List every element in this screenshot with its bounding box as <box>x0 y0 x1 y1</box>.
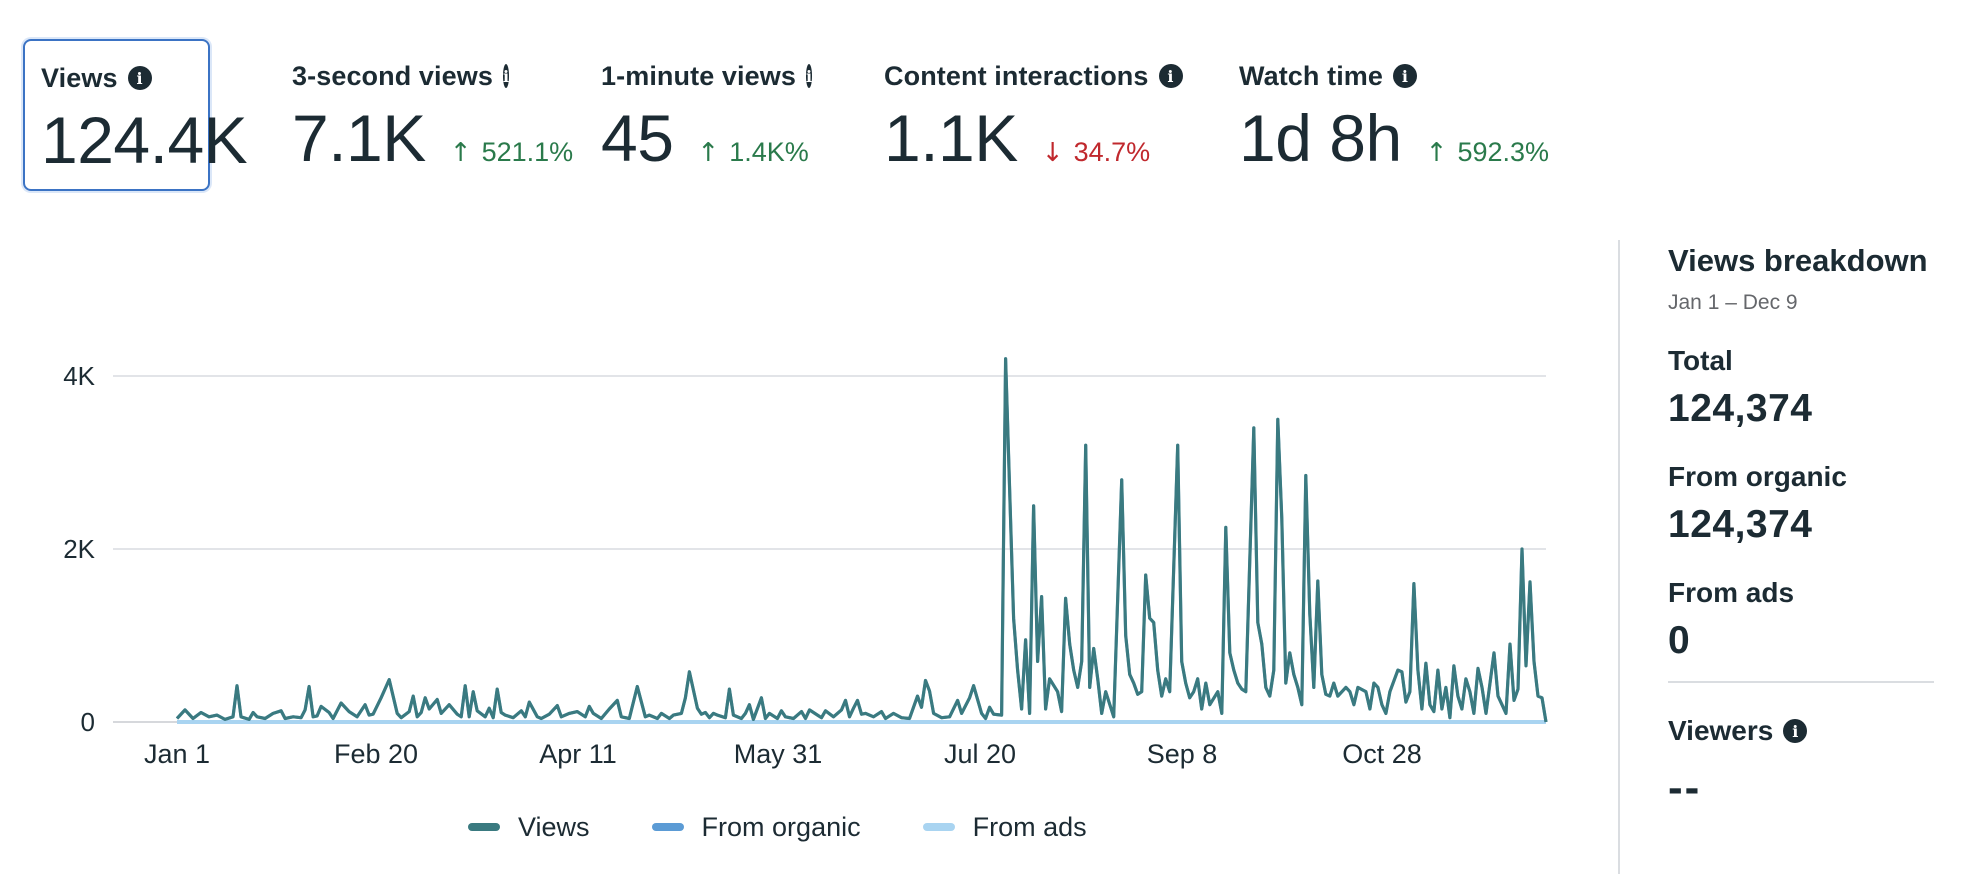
x-tick-label: May 31 <box>734 739 823 769</box>
panel-title: Views breakdown <box>1668 243 1928 278</box>
info-icon[interactable]: i <box>1783 719 1808 743</box>
x-tick-label: Apr 11 <box>539 739 617 769</box>
legend-item-views[interactable]: Views <box>468 812 590 843</box>
delta-value: 521.1% <box>481 137 574 167</box>
legend-label: From organic <box>701 811 861 842</box>
x-tick-label: Feb 20 <box>334 739 418 769</box>
y-tick-label: 4K <box>63 361 95 391</box>
stat-ads: From ads 0 <box>1668 577 1938 663</box>
metric-title-text: 3-second views <box>292 60 493 91</box>
stat-total: Total 124,374 <box>1668 345 1938 431</box>
legend-label: From ads <box>972 811 1087 842</box>
x-tick-label: Oct 28 <box>1342 739 1422 769</box>
y-tick-label: 0 <box>81 707 95 737</box>
y-tick-label: 2K <box>63 534 95 564</box>
stat-label: From ads <box>1668 577 1795 608</box>
stat-label: Total <box>1668 345 1733 376</box>
delta-value: 1.4K% <box>729 137 809 167</box>
metric-card-content-interactions[interactable]: Content interactions i 1.1K ↓ 34.7% <box>868 39 1188 191</box>
views-chart: 0 2K 4K Jan 1 Feb 20 Apr 11 May 31 Jul 20 Sep 8… <box>0 235 1580 878</box>
arrow-down-icon: ↓ <box>1041 138 1064 168</box>
views-breakdown-panel: Views breakdown Jan 1 – Dec 9 Total 124,… <box>1668 240 1938 813</box>
x-axis-ticks: Jan 1 Feb 20 Apr 11 May 31 Jul 20 Sep 8 Oct 28 <box>144 739 1422 769</box>
legend-item-ads[interactable]: From ads <box>922 811 1087 843</box>
stat-value: 0 <box>1668 619 1691 662</box>
y-axis-ticks: 0 2K 4K <box>63 361 95 737</box>
x-tick-label: Sep 8 <box>1147 739 1218 769</box>
viewers-value: -- <box>1668 763 1702 812</box>
metric-title-text: Watch time <box>1239 60 1384 91</box>
metric-value: 124.4K <box>41 103 248 177</box>
metric-title-text: 1-minute views <box>601 60 796 91</box>
panel-divider <box>1618 240 1620 874</box>
stat-value: 124,374 <box>1668 503 1813 546</box>
arrow-up-icon: ↑ <box>697 138 720 168</box>
metric-value: 1d 8h <box>1239 101 1402 175</box>
viewers-label: Viewers <box>1668 715 1774 746</box>
x-tick-label: Jan 1 <box>144 739 210 769</box>
delta-badge: ↑ 592.3% <box>1426 137 1549 168</box>
line-chart[interactable]: 0 2K 4K Jan 1 Feb 20 Apr 11 May 31 Jul 20 Sep 8… <box>0 235 1580 795</box>
metric-value: 1.1K <box>884 101 1018 175</box>
metric-title: Views i <box>41 61 208 95</box>
chart-legend: Views From organic From ads <box>468 807 1149 847</box>
info-icon[interactable]: i <box>503 64 510 88</box>
info-icon[interactable]: i <box>1158 64 1183 88</box>
metric-value: 7.1K <box>292 101 426 175</box>
arrow-up-icon: ↑ <box>1425 138 1448 168</box>
legend-label: Views <box>518 811 590 842</box>
legend-swatch-views <box>468 823 500 831</box>
stat-organic: From organic 124,374 <box>1668 461 1938 547</box>
info-icon[interactable]: i <box>127 66 152 90</box>
panel-date-range: Jan 1 – Dec 9 <box>1668 291 1798 314</box>
series-line-views <box>175 357 1548 723</box>
metric-card-watch-time[interactable]: Watch time i 1d 8h ↑ 592.3% <box>1223 39 1563 191</box>
series-lines <box>175 357 1548 724</box>
metric-title-text: Content interactions <box>884 60 1149 91</box>
metric-title-text: Views <box>41 62 118 93</box>
delta-value: 592.3% <box>1457 137 1550 167</box>
info-icon[interactable]: i <box>1393 64 1418 88</box>
series-line-from-organic <box>175 357 1548 723</box>
stat-label: From organic <box>1668 461 1847 492</box>
legend-swatch-organic <box>651 823 684 831</box>
metric-card-1-minute-views[interactable]: 1-minute views i 45 ↑ 1.4K% <box>585 39 813 191</box>
metric-card-views[interactable]: Views i 124.4K <box>23 39 248 191</box>
metric-cards: Views i 124.4K 3-second views i 7.1K ↑ 5… <box>23 39 1583 191</box>
delta-value: 34.7% <box>1073 137 1151 167</box>
delta-badge: ↓ 34.7% <box>1042 137 1150 168</box>
viewers-heading: Viewers i <box>1668 715 1938 747</box>
delta-badge: ↑ 1.4K% <box>697 137 808 168</box>
legend-item-organic[interactable]: From organic <box>651 811 861 843</box>
panel-separator <box>1668 681 1934 683</box>
metric-value: 45 <box>601 101 674 175</box>
delta-badge: ↑ 521.1% <box>450 137 573 168</box>
metric-card-3-second-views[interactable]: 3-second views i 7.1K ↑ 521.1% <box>276 39 573 191</box>
stat-value: 124,374 <box>1668 387 1813 430</box>
arrow-up-icon: ↑ <box>449 138 472 168</box>
grid-lines <box>113 375 1546 723</box>
x-tick-label: Jul 20 <box>944 739 1016 769</box>
info-icon[interactable]: i <box>805 64 813 88</box>
legend-swatch-ads <box>922 823 955 831</box>
